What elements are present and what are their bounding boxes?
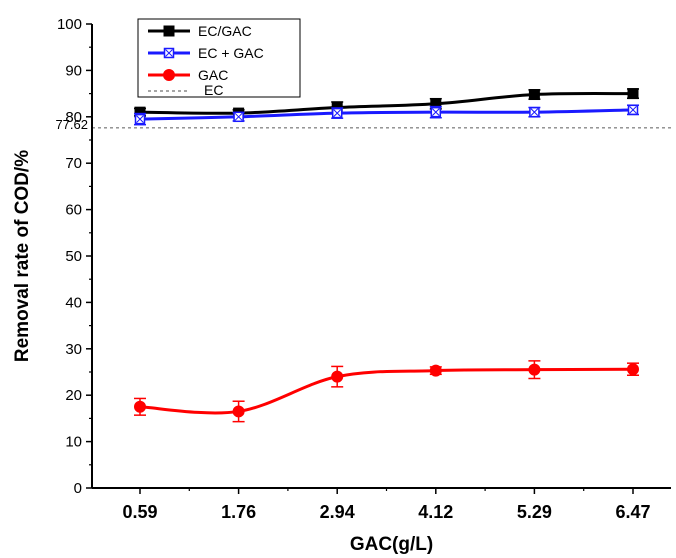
series-line	[139, 108, 634, 121]
data-point	[429, 364, 442, 377]
data-point	[528, 363, 541, 376]
y-tick-label: 0	[74, 480, 82, 497]
axes: 0 10 20 30 40 50 60 70 80 90 100 0.59 1.76 2.94 4.12 5.…	[57, 16, 671, 522]
y-tick-label: 70	[65, 155, 82, 172]
legend-label: EC	[204, 82, 223, 98]
data-point	[528, 89, 540, 101]
y-tick-label: 80	[65, 109, 82, 126]
data-point-cross	[431, 108, 440, 117]
y-tick-label: 90	[65, 62, 82, 79]
y-tick-label: 20	[65, 387, 82, 404]
y-axis-title: Removal rate of COD/%	[12, 150, 33, 362]
y-tick-label: 100	[57, 16, 82, 33]
data-point-cross	[234, 112, 243, 121]
data-point	[232, 405, 245, 418]
data-point	[331, 370, 344, 383]
y-tick-label: 50	[65, 248, 82, 265]
legend-label: GAC	[198, 67, 228, 83]
x-tick-label: 2.94	[320, 502, 355, 522]
data-point	[627, 363, 639, 376]
x-tick-label: 5.29	[517, 502, 552, 522]
series-ec-gac	[134, 104, 639, 126]
x-tick-label: 4.12	[418, 502, 453, 522]
data-point	[627, 88, 639, 100]
data-point	[134, 400, 146, 413]
y-tick-label: 40	[65, 294, 82, 311]
y-tick-label: 60	[65, 202, 82, 219]
x-tick-label: 1.76	[221, 502, 256, 522]
x-tick-label: 0.59	[122, 502, 157, 522]
y-tick-label: 30	[65, 341, 82, 358]
data-point-cross	[136, 115, 144, 123]
series-line	[139, 367, 634, 415]
plot-marks: 77.62	[55, 88, 671, 423]
series-line	[139, 91, 634, 115]
legend-label: EC + GAC	[198, 45, 264, 61]
data-point-cross	[333, 109, 342, 117]
reference-line-value-label: 77.62	[55, 117, 88, 132]
data-point	[163, 25, 175, 37]
legend-label: EC/GAC	[198, 23, 252, 39]
data-point-cross	[629, 105, 637, 114]
x-tick-label: 6.47	[615, 502, 650, 522]
x-axis-title: GAC(g/L)	[350, 534, 433, 555]
y-tick-label: 10	[65, 434, 82, 451]
data-point-cross	[530, 108, 539, 117]
series-gac	[134, 360, 639, 423]
data-point-cross	[165, 49, 173, 57]
data-point	[163, 69, 175, 81]
